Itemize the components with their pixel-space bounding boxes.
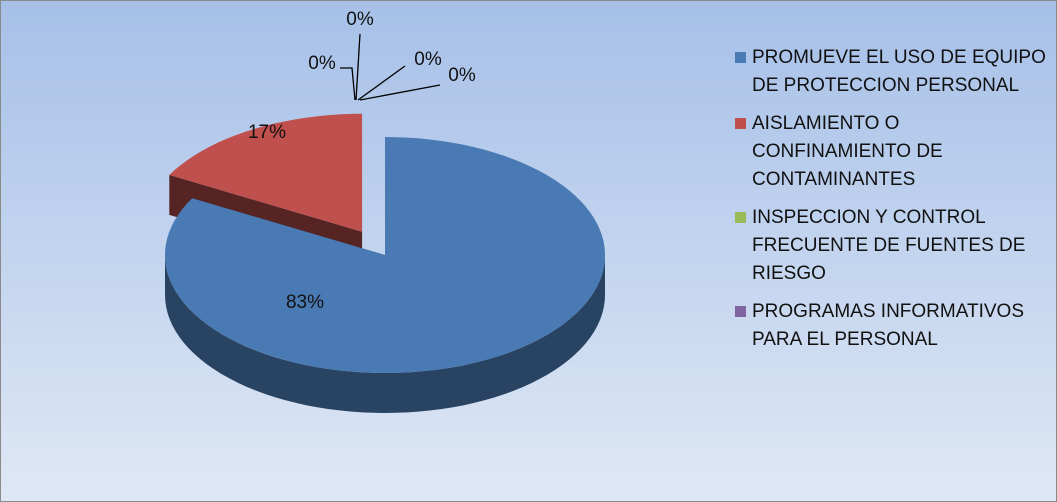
data-label: 17% bbox=[248, 122, 286, 143]
legend-label: AISLAMIENTO O CONFINAMIENTO DE CONTAMINA… bbox=[752, 113, 943, 190]
legend-swatch bbox=[735, 306, 746, 317]
data-label: 0% bbox=[346, 9, 374, 30]
slice bbox=[165, 137, 605, 413]
legend-label: INSPECCION Y CONTROL FRECUENTE DE FUENTE… bbox=[752, 207, 1026, 284]
legend-label: PROMUEVE EL USO DE EQUIPO DE PROTECCION … bbox=[752, 47, 1046, 96]
legend-swatch bbox=[735, 118, 746, 129]
legend-item: PROMUEVE EL USO DE EQUIPO DE PROTECCION … bbox=[735, 44, 1055, 100]
slice-top bbox=[165, 137, 605, 373]
leader-line bbox=[357, 65, 406, 101]
data-label: 0% bbox=[414, 49, 442, 70]
legend-swatch bbox=[735, 212, 746, 223]
legend-item: PROGRAMAS INFORMATIVOS PARA EL PERSONAL bbox=[735, 298, 1055, 354]
leader-line bbox=[340, 67, 356, 101]
data-label: 0% bbox=[448, 65, 476, 86]
legend-label: PROGRAMAS INFORMATIVOS PARA EL PERSONAL bbox=[752, 301, 1025, 350]
legend-item: AISLAMIENTO O CONFINAMIENTO DE CONTAMINA… bbox=[735, 110, 1055, 194]
leader-line bbox=[359, 84, 441, 101]
legend-swatch bbox=[735, 52, 746, 63]
slice-top bbox=[169, 113, 363, 232]
legend-item: INSPECCION Y CONTROL FRECUENTE DE FUENTE… bbox=[735, 204, 1055, 288]
slice-side bbox=[165, 255, 605, 413]
leader-line bbox=[355, 33, 361, 101]
legend: PROMUEVE EL USO DE EQUIPO DE PROTECCION … bbox=[735, 44, 1055, 364]
data-label: 83% bbox=[286, 292, 324, 313]
data-label: 0% bbox=[308, 53, 336, 74]
